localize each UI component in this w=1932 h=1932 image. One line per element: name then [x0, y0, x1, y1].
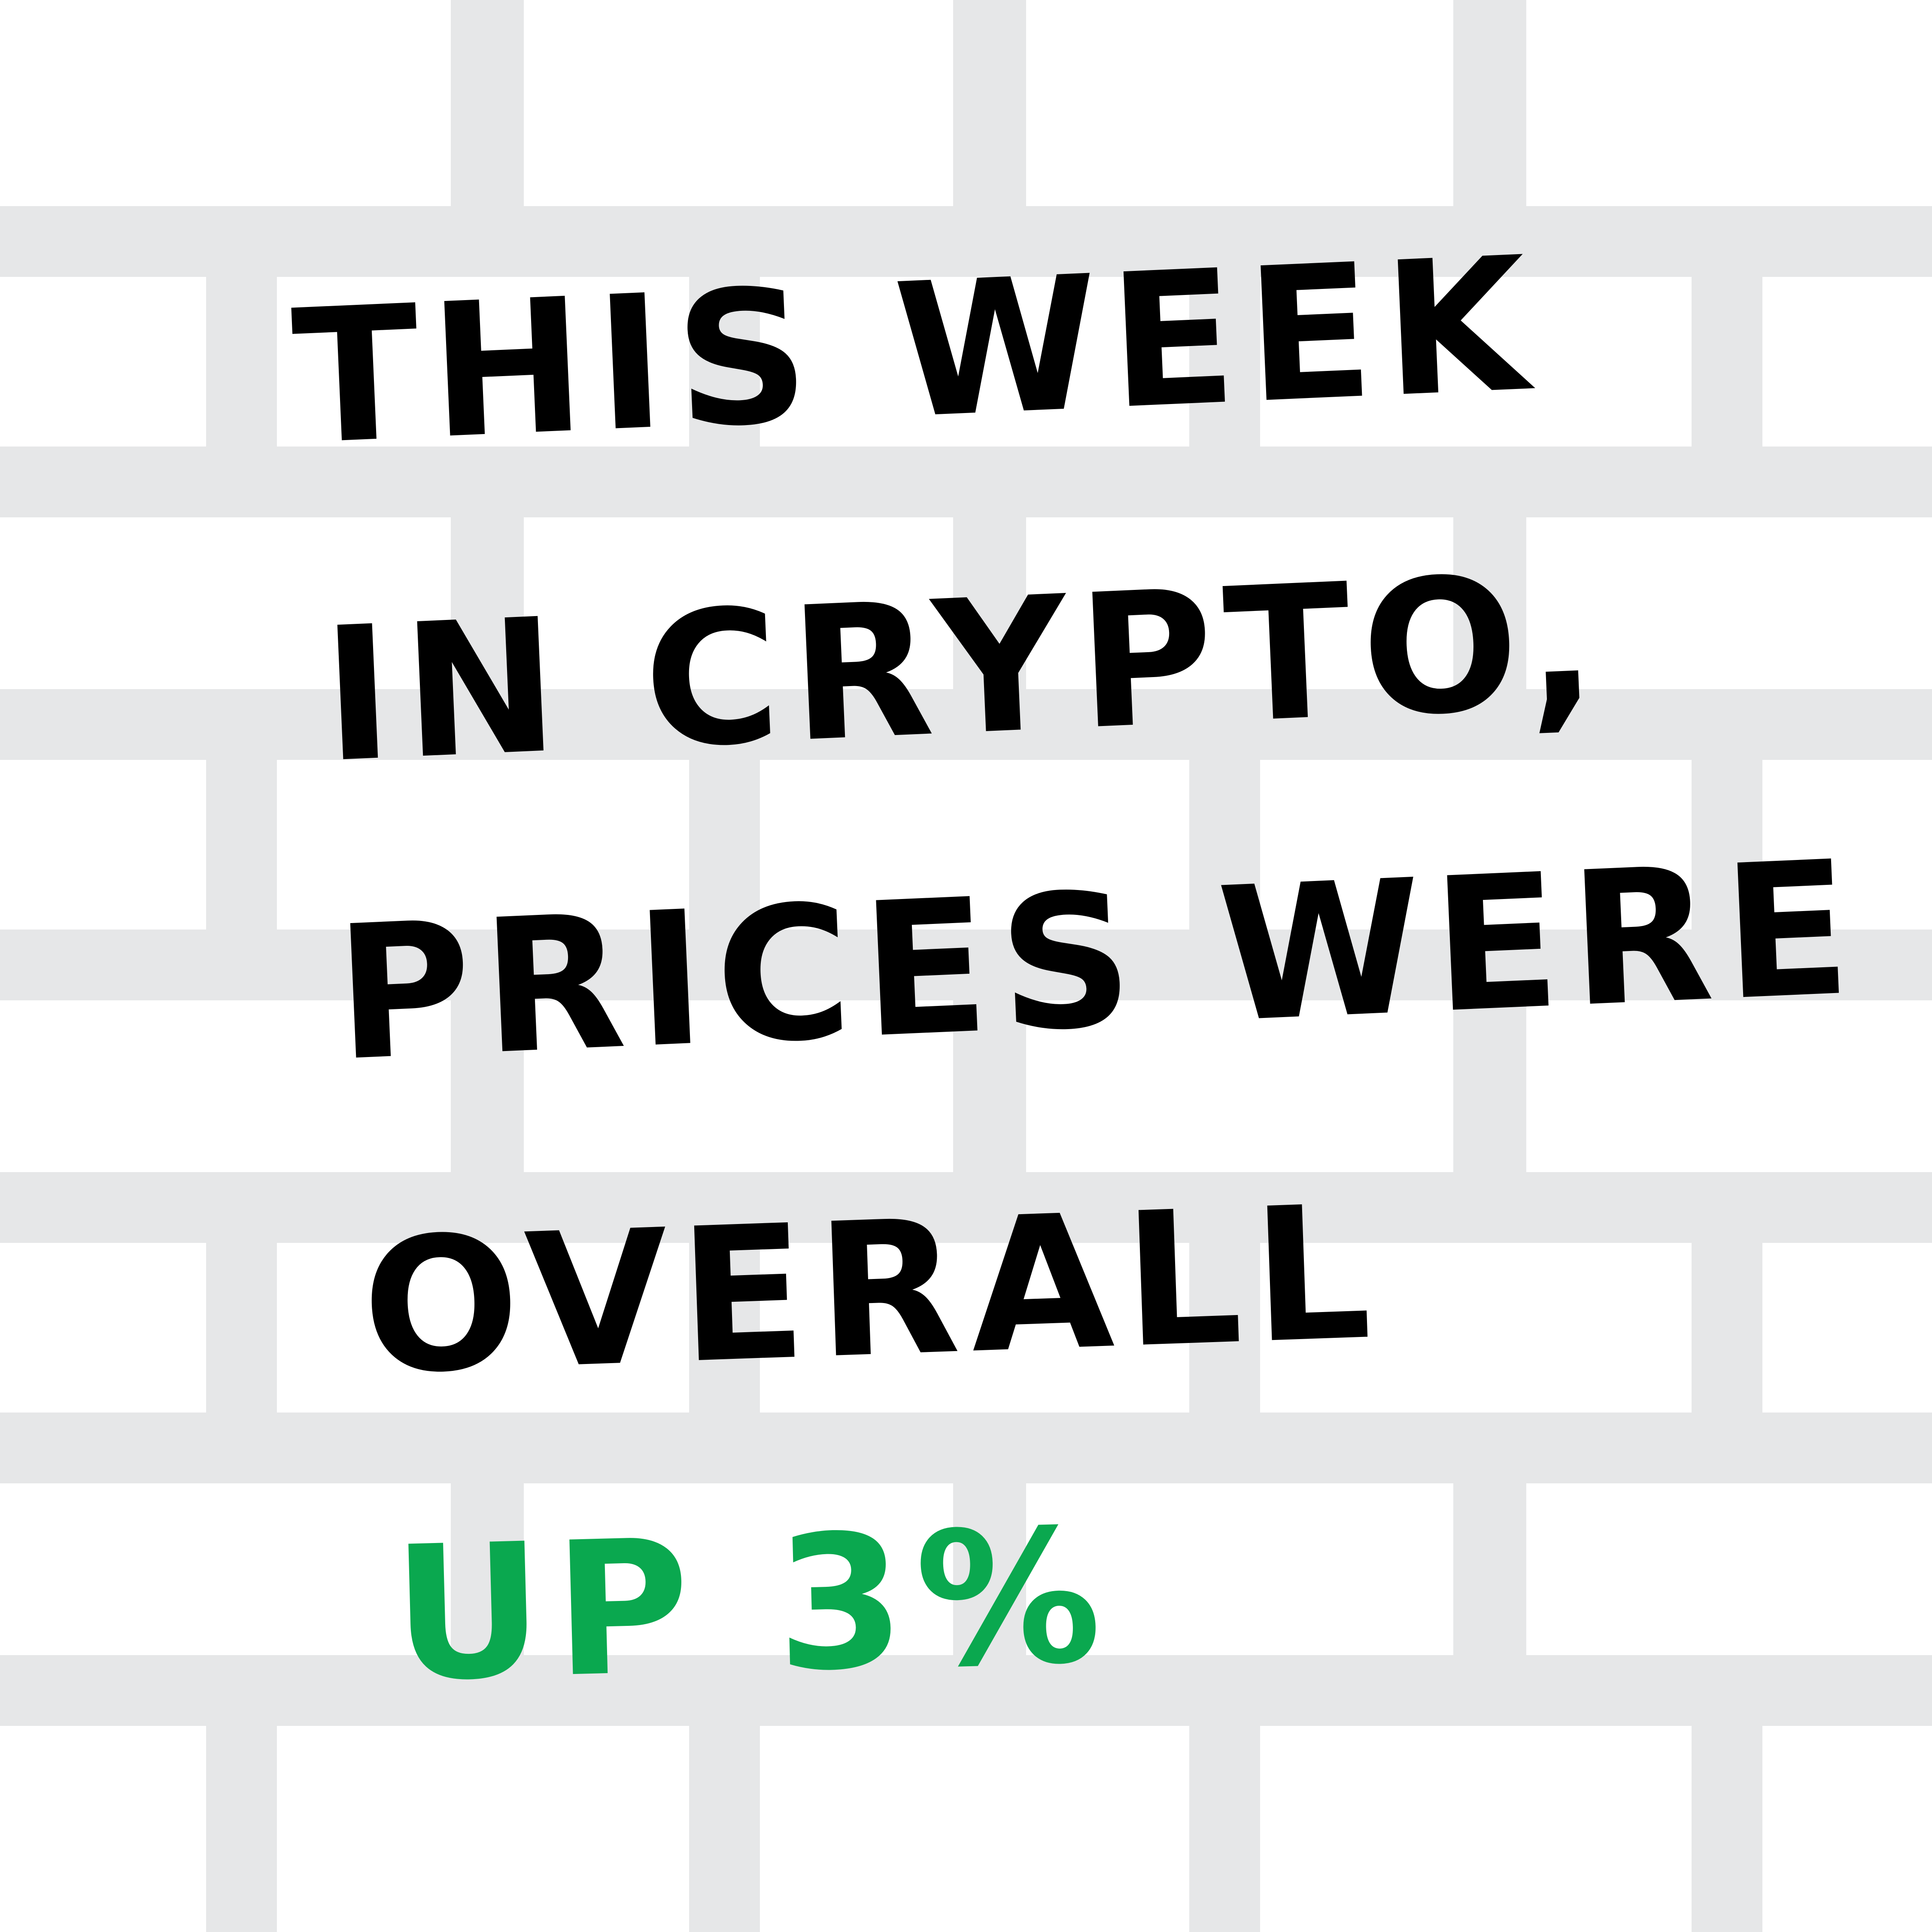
mortar-band [0, 1172, 1932, 1243]
mortar-band [0, 1655, 1932, 1726]
headline-line-1: THIS WEEK [289, 217, 1543, 486]
mortar-joints-b [206, 277, 1762, 1932]
mortar-band [0, 206, 1932, 277]
headline-line-4: OVERALL [359, 1165, 1385, 1416]
mortar-joints-a [451, 0, 1526, 1655]
mortar-band [0, 930, 1932, 1000]
mortar-band [0, 447, 1932, 517]
headline-line-2: IN CRYPTO, [319, 533, 1612, 804]
mortar-band [0, 689, 1932, 760]
headline-line-3: PRICES WERE [332, 821, 1865, 1102]
mortar-band [0, 1413, 1932, 1483]
highlight-up-3-percent: UP 3% [391, 1489, 1115, 1722]
